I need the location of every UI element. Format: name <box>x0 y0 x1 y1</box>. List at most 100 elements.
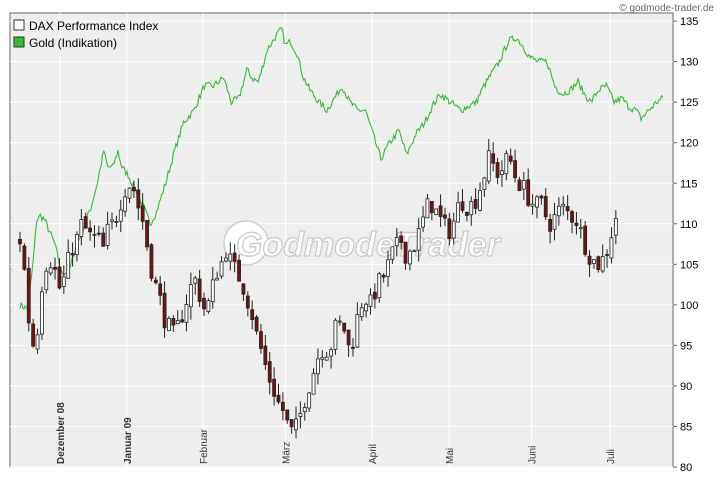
candle-body <box>570 211 574 223</box>
candle-body <box>495 162 500 178</box>
candle-body <box>145 220 149 248</box>
legend-label-dax: DAX Performance Index <box>29 19 158 33</box>
candle-body <box>491 153 496 164</box>
candle-body <box>224 257 228 262</box>
plot-area <box>9 12 674 468</box>
candle-body <box>478 190 482 211</box>
candle-body <box>600 256 605 272</box>
x-tick-label: Mai <box>445 448 456 464</box>
candle-body <box>175 320 180 325</box>
candle-body <box>333 319 338 350</box>
candle-body <box>552 214 557 230</box>
candle-body <box>110 219 114 222</box>
candle-body <box>197 278 202 302</box>
legend: DAX Performance Index Gold (Indikation) <box>13 19 158 50</box>
candle-body <box>469 201 474 216</box>
candle-body <box>26 268 31 324</box>
candle-body <box>250 309 255 320</box>
candle-body <box>364 303 369 312</box>
legend-swatch-dax <box>13 19 25 31</box>
candle-body <box>403 241 408 264</box>
candle-body <box>556 205 561 217</box>
candle-body <box>434 208 439 216</box>
y-tick-label: 105 <box>680 259 698 271</box>
candle-body <box>329 349 333 357</box>
candle-body <box>574 222 579 226</box>
candle-body <box>372 291 377 300</box>
candle-body <box>324 356 329 361</box>
candle-body <box>79 219 84 237</box>
candle-body <box>346 329 351 346</box>
candle-body <box>96 232 101 235</box>
candle-body <box>565 206 570 212</box>
candle-body <box>504 153 509 175</box>
candle-body <box>210 279 215 303</box>
legend-label-gold: Gold (Indikation) <box>29 36 117 50</box>
candle-body <box>180 319 185 323</box>
candle-body <box>184 304 189 323</box>
candle-body <box>294 418 298 431</box>
watermark-logo: GodmodeTrader <box>223 220 502 266</box>
candle-body <box>105 223 110 246</box>
candle-body <box>31 323 36 347</box>
candle-body <box>425 198 430 219</box>
candle-body <box>298 412 303 417</box>
candle-body <box>66 251 71 279</box>
source-credit: © godmode-trader.de <box>619 3 714 14</box>
x-tick-label: April <box>368 444 379 464</box>
candle-body <box>153 279 158 284</box>
candle-body <box>456 202 461 223</box>
y-tick-label: 110 <box>680 219 698 231</box>
candle-body <box>70 253 75 256</box>
candle-body <box>320 357 325 360</box>
x-tick-label: Juli <box>606 449 617 464</box>
candle-body <box>500 170 504 175</box>
candle-body <box>596 256 601 270</box>
candle-body <box>351 346 355 349</box>
y-tick-label: 125 <box>680 97 698 109</box>
candle-body <box>517 179 522 191</box>
candle-body <box>609 237 614 259</box>
gold-series-line <box>19 27 664 312</box>
candle-body <box>263 345 268 365</box>
candle-body <box>140 205 145 222</box>
x-tick-label: März <box>281 442 292 464</box>
candle-body <box>381 274 386 278</box>
candle-body <box>443 214 447 219</box>
candle-body <box>245 295 250 309</box>
candle-body <box>162 292 167 329</box>
candle-body <box>307 392 312 409</box>
candle-body <box>359 307 364 318</box>
candle-body <box>408 250 412 265</box>
candle-body <box>149 244 154 279</box>
candle-body <box>114 221 119 223</box>
candle-body <box>587 255 592 265</box>
candle-body <box>386 259 390 277</box>
candle-body <box>75 234 79 255</box>
candle-body <box>583 225 588 255</box>
candle-body <box>337 320 342 323</box>
candle-body <box>412 250 417 253</box>
candle-body <box>613 217 618 236</box>
candle-body <box>158 283 163 296</box>
candle-body <box>548 219 553 232</box>
candle-body <box>429 200 434 214</box>
candle-body <box>421 216 425 228</box>
candle-body <box>35 334 40 350</box>
candle-body <box>232 252 237 262</box>
candle-body <box>171 318 176 326</box>
candle-body <box>219 261 224 277</box>
candle-body <box>228 253 233 262</box>
y-tick-label: 90 <box>680 381 692 393</box>
candle-body <box>127 187 132 199</box>
y-tick-label: 115 <box>680 178 698 190</box>
candle-body <box>254 316 259 332</box>
candle-body <box>237 259 241 282</box>
candle-body <box>316 358 320 375</box>
candle-body <box>530 203 535 207</box>
candle-body <box>460 201 465 211</box>
candle-body <box>123 196 128 212</box>
candle-body <box>438 205 443 217</box>
candle-body <box>215 277 220 281</box>
